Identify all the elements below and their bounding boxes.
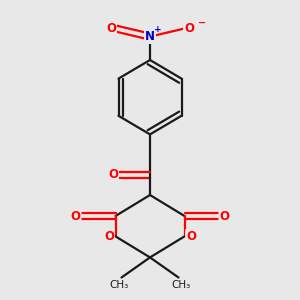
Text: O: O: [108, 168, 118, 181]
Text: O: O: [184, 22, 194, 35]
Text: CH₃: CH₃: [172, 280, 191, 290]
Text: CH₃: CH₃: [109, 280, 128, 290]
Text: O: O: [186, 230, 196, 243]
Text: N: N: [145, 30, 155, 43]
Text: O: O: [106, 22, 116, 35]
Text: O: O: [219, 209, 230, 223]
Text: −: −: [198, 18, 206, 28]
Text: O: O: [104, 230, 114, 243]
Text: O: O: [70, 209, 81, 223]
Text: +: +: [154, 26, 161, 34]
